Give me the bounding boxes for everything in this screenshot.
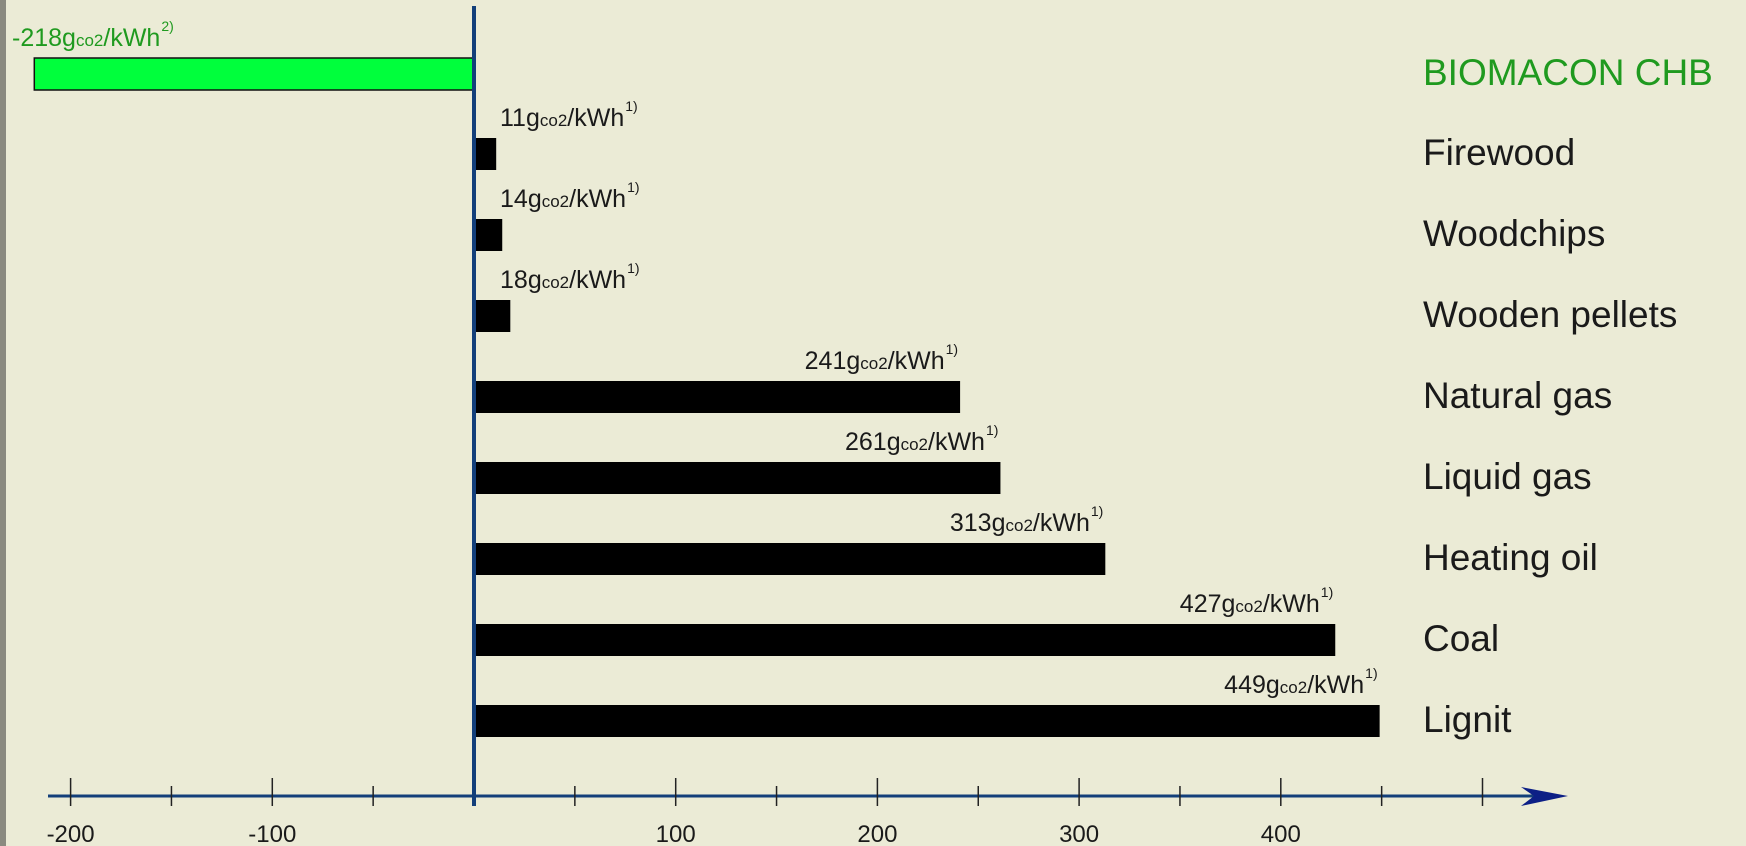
footnote-mark: 1) xyxy=(627,179,639,195)
unit-per-kwh: /kWh xyxy=(1263,590,1320,618)
category-label-lignit: Lignit xyxy=(1423,699,1512,740)
bar-liquid-gas xyxy=(474,462,1001,494)
value-label-liquid-gas: 261gco2/kWh1) xyxy=(845,422,998,456)
value-number: 449 xyxy=(1224,671,1266,699)
value-number: 14 xyxy=(500,185,528,213)
value-number: 11 xyxy=(500,104,526,132)
unit-co2-subscript: co2 xyxy=(860,354,887,373)
value-number: 427 xyxy=(1180,590,1222,618)
category-label-heating-oil: Heating oil xyxy=(1423,537,1598,578)
x-tick-label: -200 xyxy=(47,821,95,846)
bar-heating-oil xyxy=(474,543,1106,575)
value-label-biomacon-chb: -218gco2/kWh2) xyxy=(12,18,174,52)
unit-g: g xyxy=(1222,590,1236,618)
footnote-mark: 2) xyxy=(161,18,173,34)
value-labels-group: -218gco2/kWh2)11gco2/kWh1)14gco2/kWh1)18… xyxy=(12,18,1378,699)
unit-g: g xyxy=(992,509,1006,537)
category-label-wooden-pellets: Wooden pellets xyxy=(1423,294,1677,335)
footnote-mark: 1) xyxy=(627,260,639,276)
value-label-heating-oil: 313gco2/kWh1) xyxy=(950,503,1103,537)
value-number: 241 xyxy=(805,347,847,375)
chart-frame: -218gco2/kWh2) 11gco2/kWh1) 14gco2/kWh1) 18… xyxy=(6,0,1746,846)
value-label-firewood: 11gco2/kWh1) xyxy=(500,98,638,132)
bar-woodchips xyxy=(474,219,503,251)
x-tick-label: 100 xyxy=(656,821,696,846)
value-number: 18 xyxy=(500,266,528,294)
footnote-mark: 1) xyxy=(1321,584,1333,600)
x-tick-label: -100 xyxy=(248,821,296,846)
unit-per-kwh: /kWh xyxy=(569,266,626,294)
category-label-coal: Coal xyxy=(1423,618,1499,659)
bar-biomacon-chb xyxy=(33,57,475,91)
category-label-woodchips: Woodchips xyxy=(1423,213,1605,254)
footnote-mark: 1) xyxy=(1365,665,1377,681)
unit-per-kwh: /kWh xyxy=(567,104,624,132)
value-number: -218 xyxy=(12,24,62,52)
footnote-mark: 1) xyxy=(625,98,637,114)
unit-g: g xyxy=(1266,671,1280,699)
value-label-wooden-pellets: 18gco2/kWh1) xyxy=(500,260,640,294)
bars-group xyxy=(33,57,1380,737)
x-tick-label: 300 xyxy=(1059,821,1099,846)
value-number: 313 xyxy=(950,509,992,537)
value-label-woodchips: 14gco2/kWh1) xyxy=(500,179,640,213)
unit-per-kwh: /kWh xyxy=(888,347,945,375)
unit-g: g xyxy=(846,347,860,375)
unit-g: g xyxy=(528,266,542,294)
bar-lignit xyxy=(474,705,1380,737)
category-label-firewood: Firewood xyxy=(1423,132,1575,173)
value-number: 261 xyxy=(845,428,887,456)
value-label-natural-gas: 241gco2/kWh1) xyxy=(805,341,958,375)
value-label-lignit: 449gco2/kWh1) xyxy=(1224,665,1377,699)
unit-co2-subscript: co2 xyxy=(542,192,569,211)
category-label-natural-gas: Natural gas xyxy=(1423,375,1612,416)
unit-per-kwh: /kWh xyxy=(1033,509,1090,537)
unit-co2-subscript: co2 xyxy=(1280,678,1307,697)
footnote-mark: 1) xyxy=(986,422,998,438)
category-labels-group: BIOMACON CHB Firewood Woodchips Wooden pell… xyxy=(1423,52,1713,740)
x-tick-label: 200 xyxy=(857,821,897,846)
bar-natural-gas xyxy=(474,381,961,413)
footnote-mark: 1) xyxy=(1091,503,1103,519)
unit-co2-subscript: co2 xyxy=(1235,597,1262,616)
unit-co2-subscript: co2 xyxy=(542,273,569,292)
unit-g: g xyxy=(887,428,901,456)
x-axis-arrow-icon xyxy=(1521,787,1568,806)
category-label-biomacon-chb: BIOMACON CHB xyxy=(1423,52,1713,93)
unit-per-kwh: /kWh xyxy=(1307,671,1364,699)
bar-firewood xyxy=(474,138,497,170)
unit-per-kwh: /kWh xyxy=(569,185,626,213)
value-label-coal: 427gco2/kWh1) xyxy=(1180,584,1333,618)
unit-g: g xyxy=(62,24,76,52)
bar-coal xyxy=(474,624,1336,656)
emissions-bar-chart: -218gco2/kWh2)11gco2/kWh1)14gco2/kWh1)18… xyxy=(12,6,1713,846)
unit-g: g xyxy=(528,185,542,213)
footnote-mark: 1) xyxy=(946,341,958,357)
unit-g: g xyxy=(526,104,540,132)
x-tick-label: 400 xyxy=(1261,821,1301,846)
unit-co2-subscript: co2 xyxy=(1005,516,1032,535)
bar-wooden-pellets xyxy=(474,300,511,332)
unit-per-kwh: /kWh xyxy=(928,428,985,456)
unit-co2-subscript: co2 xyxy=(76,31,103,50)
category-label-liquid-gas: Liquid gas xyxy=(1423,456,1592,497)
unit-co2-subscript: co2 xyxy=(540,111,567,130)
axes-group: -200 -100 100 200 300 400 xyxy=(47,6,1568,846)
unit-per-kwh: /kWh xyxy=(103,24,160,52)
unit-co2-subscript: co2 xyxy=(901,435,928,454)
